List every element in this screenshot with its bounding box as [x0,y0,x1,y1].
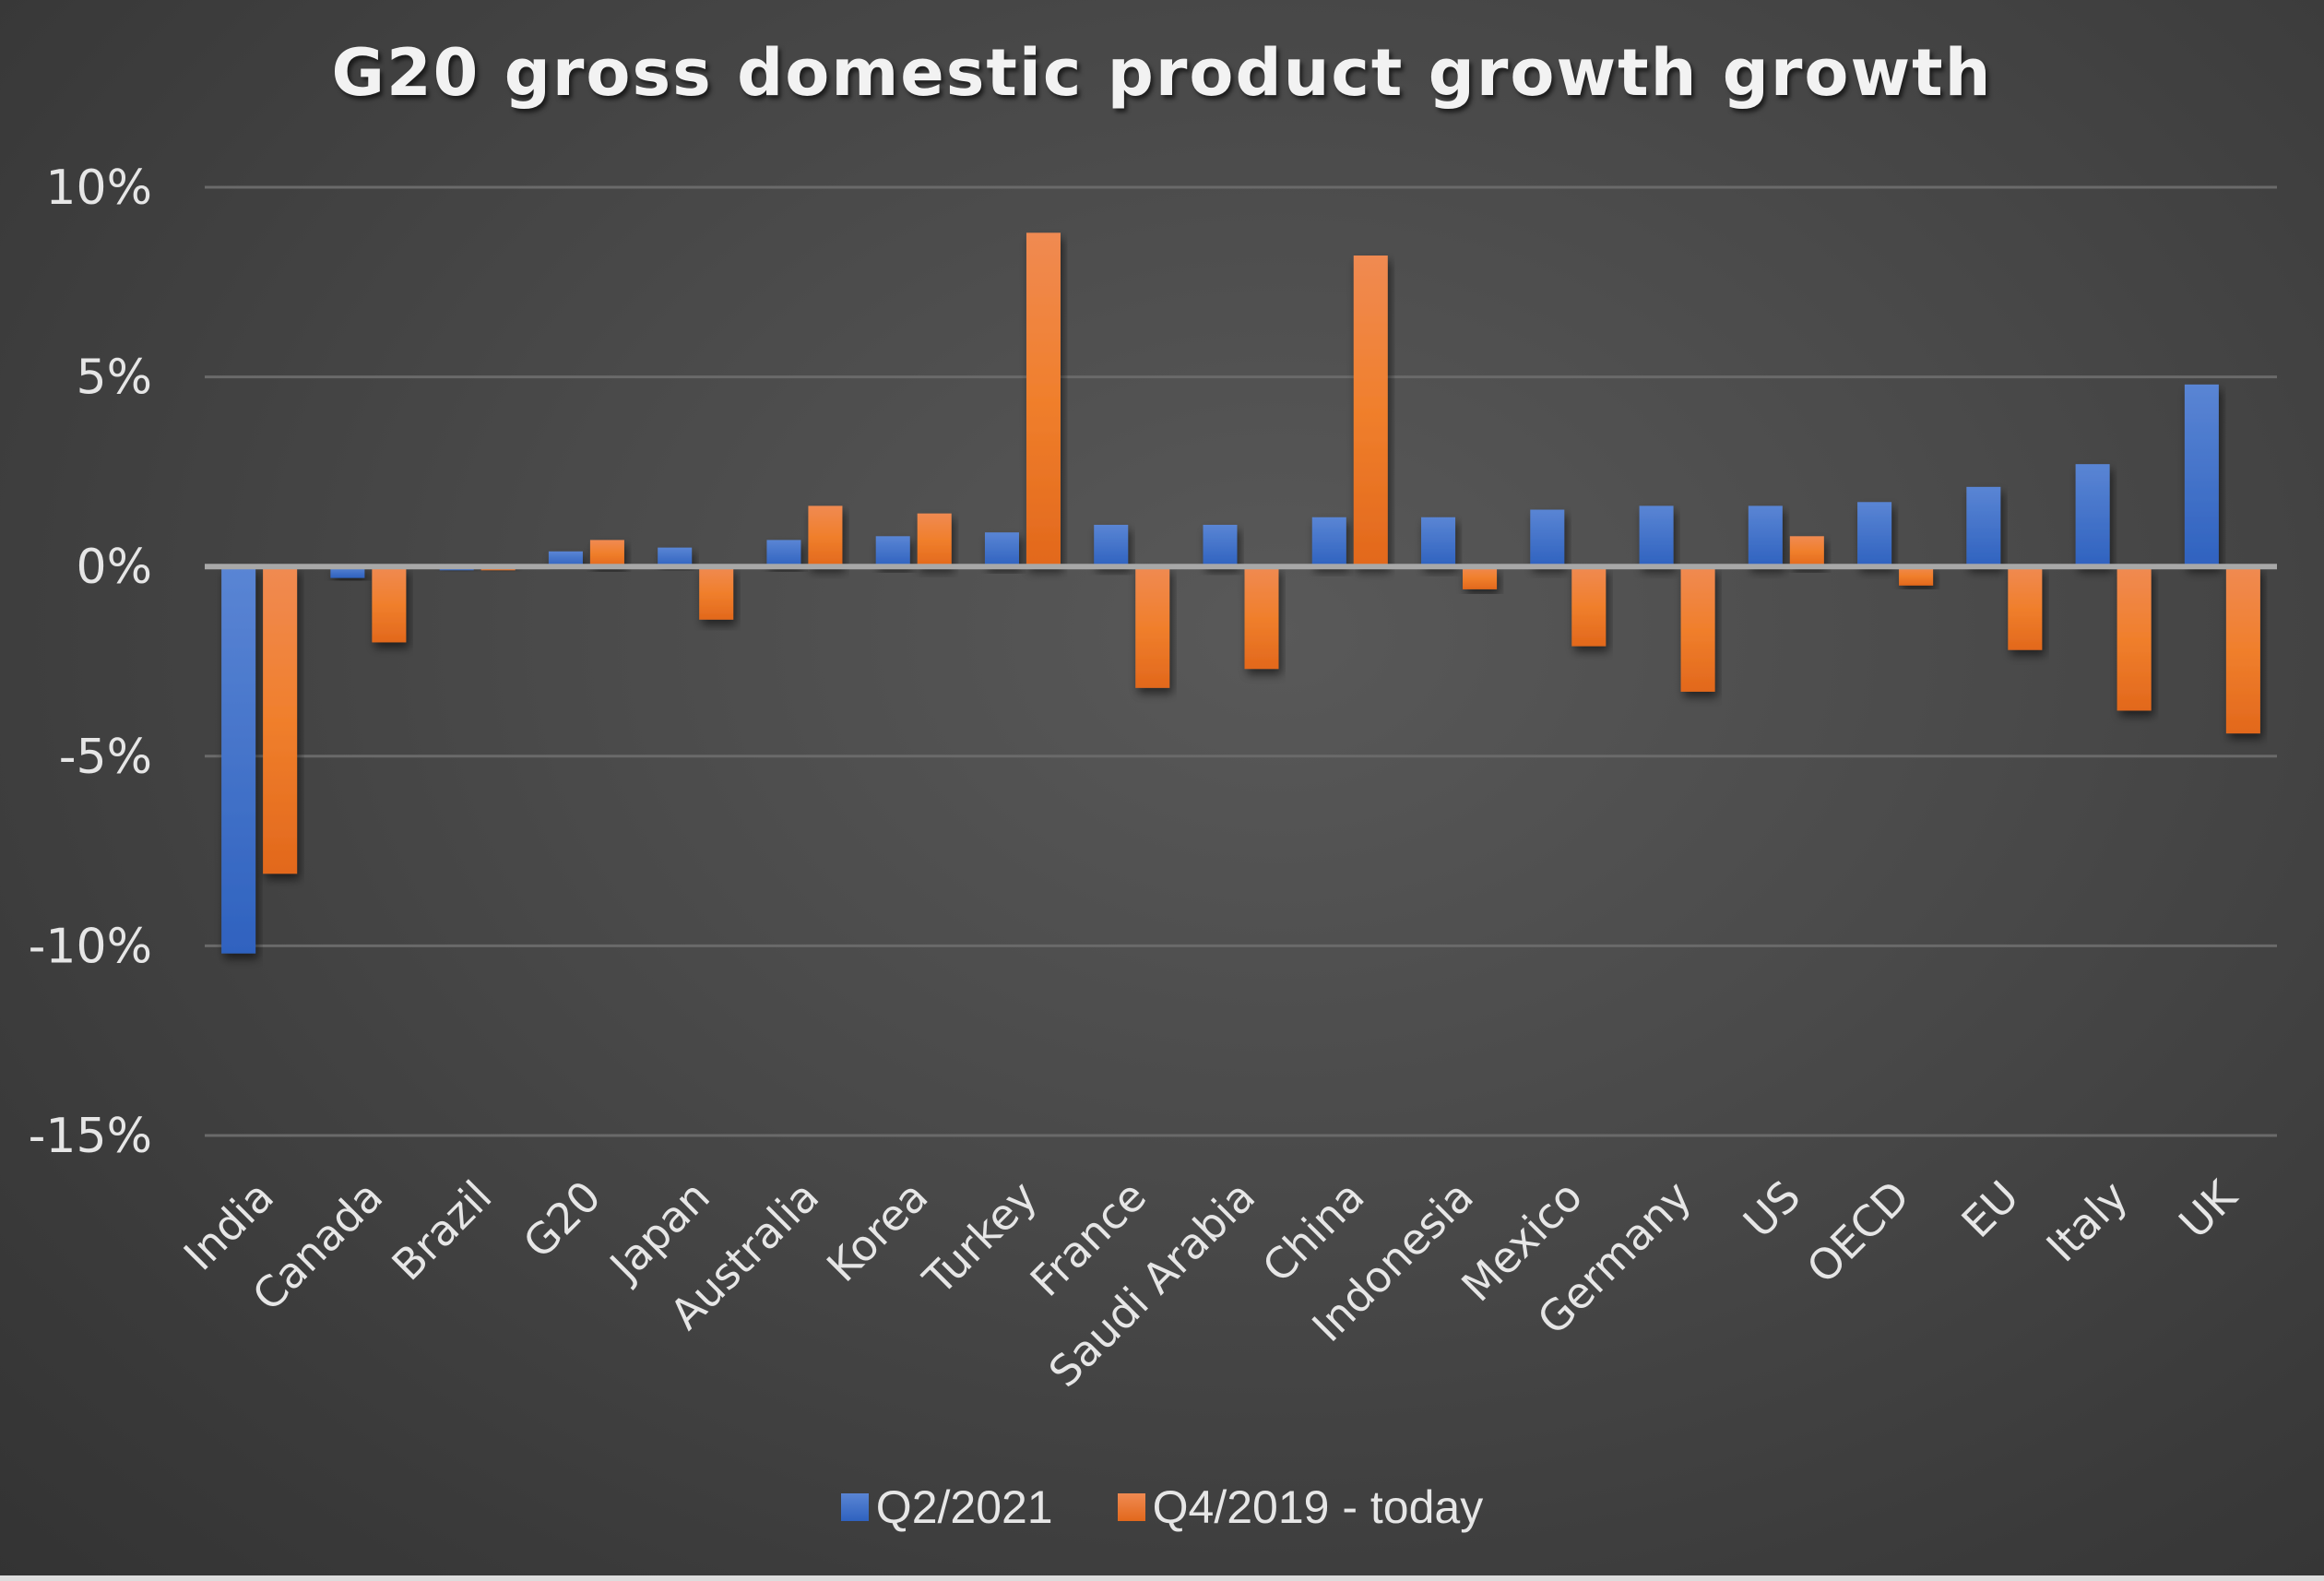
y-tick-label: 5% [77,351,153,406]
bar-q4-2019-today-indonesia [1463,566,1498,589]
bar-q2-2021-mexico [1530,509,1565,567]
x-tick-label: G20 [514,1171,611,1268]
bar-q4-2019-today-eu [2008,566,2043,650]
y-tick-label: 0% [77,540,153,595]
legend-item-q2-2021[interactable]: Q2/2021 [840,1480,1053,1534]
bar-q2-2021-germany [1639,505,1674,567]
bar-q4-2019-today-italy [2116,566,2152,711]
bar-q4-2019-today-uk [2225,566,2260,734]
bar-q4-2019-today-germany [1680,566,1715,692]
bar-q4-2019-today-canada [372,566,407,643]
bar-q4-2019-today-us [1789,536,1824,567]
y-tick-label: -15% [29,1109,152,1164]
x-tick-label: Brazil [382,1171,501,1290]
bar-q2-2021-japan [658,547,693,567]
bar-q2-2021-india [221,566,256,954]
bar-q2-2021-saudi-arabia [1203,524,1238,567]
x-tick-label: Italy [2037,1171,2138,1272]
y-tick-label: -10% [29,919,152,974]
legend-label: Q2/2021 [875,1481,1053,1533]
bar-q2-2021-indonesia [1421,517,1456,567]
bar-q4-2019-today-oecd [1899,566,1934,586]
chart-title: G20 gross domestic product growth growth [331,35,1993,111]
x-tick-label: Turkey [913,1171,1047,1305]
bar-q4-2019-today-g20 [589,540,624,567]
bar-q4-2019-today-japan [699,566,734,620]
bar-q2-2021-oecd [1857,502,1892,567]
bar-q4-2019-today-mexico [1571,566,1607,647]
bar-q2-2021-china [1311,517,1346,567]
bar-q2-2021-italy [2075,464,2110,567]
bar-q2-2021-australia [766,540,801,567]
bar-q2-2021-turkey [984,532,1019,567]
x-tick-label: UK [2169,1170,2247,1248]
bar-q4-2019-today-saudi-arabia [1244,566,1279,670]
bar-q4-2019-today-australia [808,505,843,567]
legend: Q2/2021 Q4/2019 - today [0,1480,2324,1534]
bar-q4-2019-today-france [1135,566,1170,688]
legend-item-q4-2019-today[interactable]: Q4/2019 - today [1117,1480,1484,1534]
bar-q2-2021-korea [875,536,910,567]
y-tick-label: -5% [59,730,152,785]
bar-q4-2019-today-korea [917,513,952,567]
bar-q4-2019-today-china [1353,256,1388,567]
bar-q2-2021-eu [1966,486,2001,567]
x-tick-label: EU [1952,1171,2029,1248]
legend-swatch-blue [840,1493,869,1521]
y-tick-label: 10% [45,160,152,216]
bar-q4-2019-today-india [263,566,298,874]
bar-q2-2021-g20 [548,551,583,567]
legend-label: Q4/2019 - today [1152,1481,1484,1533]
x-tick-label: US [1734,1171,1810,1248]
bar-q4-2019-today-turkey [1026,232,1061,567]
bar-q2-2021-uk [2184,384,2219,567]
x-tick-label: OECD [1797,1171,1919,1293]
bar-q2-2021-canada [330,566,365,578]
bar-q2-2021-france [1094,524,1129,567]
bar-q2-2021-us [1748,505,1783,567]
legend-swatch-orange [1117,1493,1145,1521]
